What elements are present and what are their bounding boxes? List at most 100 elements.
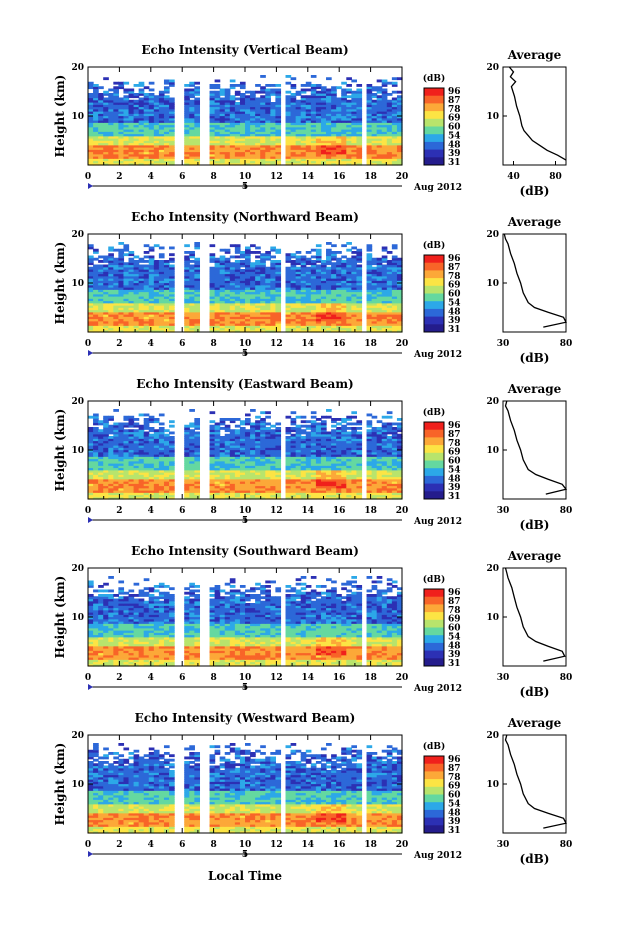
x-tick-label: 8	[210, 339, 216, 349]
date-tick-label: 5	[242, 683, 248, 693]
colorbar-tick-label: 39	[448, 650, 461, 660]
heatmap-field	[88, 409, 403, 500]
colorbar-swatch	[424, 771, 444, 780]
x-tick-label: 20	[396, 339, 409, 349]
average-x-label: (dB)	[520, 351, 550, 365]
colorbar-frame	[423, 421, 445, 500]
y-tick-label: 20	[71, 63, 84, 73]
average-frame	[502, 233, 567, 333]
average-y-tick-label: 20	[486, 731, 499, 741]
colorbar-swatch	[424, 817, 444, 826]
x-tick-label: 20	[396, 840, 409, 850]
colorbar-tick-label: 60	[448, 123, 461, 133]
average-y-tick-label: 10	[486, 780, 499, 790]
average-y-tick-label: 10	[486, 613, 499, 623]
colorbar-swatch	[424, 270, 444, 279]
colorbar-swatch	[424, 619, 444, 628]
colorbar-tick-label: 31	[448, 659, 461, 669]
x-tick-label: 2	[116, 673, 122, 683]
date-axis-marker	[88, 183, 93, 189]
colorbar-tick-label: 54	[448, 298, 461, 308]
colorbar-swatch	[424, 786, 444, 795]
x-tick-label: 14	[302, 506, 315, 516]
average-x-tick-label: 80	[560, 673, 573, 683]
colorbar-swatch	[424, 88, 444, 97]
colorbar-tick-label: 39	[448, 316, 461, 326]
average-y-tick-label: 10	[486, 279, 499, 289]
y-axis-label: Height (km)	[53, 576, 67, 659]
heatmap-panel: Echo Intensity (Eastward Beam) 0 2 4 6 8 10 12 1…	[53, 377, 572, 532]
date-label: Aug 2012	[413, 183, 462, 193]
colorbar-tick-label: 54	[448, 465, 461, 475]
y-tick-label: 10	[71, 613, 84, 623]
x-tick-label: 18	[364, 172, 377, 182]
x-tick-label: 20	[396, 172, 409, 182]
x-tick-label: 2	[116, 506, 122, 516]
average-y-tick-label: 20	[486, 564, 499, 574]
panel-title: Echo Intensity (Southward Beam)	[131, 544, 359, 558]
heatmap-panel: Echo Intensity (Vertical Beam) 0 2 4 6 8 10 12 1…	[53, 43, 567, 198]
heatmap-field	[88, 242, 403, 333]
date-tick-label: 5	[242, 516, 248, 526]
x-tick-label: 18	[364, 339, 377, 349]
colorbar-tick-label: 60	[448, 290, 461, 300]
average-frame	[502, 734, 567, 834]
y-tick-label: 20	[71, 564, 84, 574]
colorbar-tick-label: 69	[448, 448, 461, 458]
colorbar-swatch	[424, 468, 444, 477]
average-frame	[502, 400, 567, 500]
colorbar-swatch	[424, 141, 444, 151]
x-tick-label: 4	[148, 673, 154, 683]
x-tick-label: 12	[270, 172, 283, 182]
colorbar-tick-label: 69	[448, 615, 461, 625]
colorbar-tick-label: 31	[448, 325, 461, 335]
colorbar-tick-label: 78	[448, 606, 461, 616]
heatmap-panel: Echo Intensity (Northward Beam) 0 2 4 6 8 10 12…	[53, 210, 572, 365]
colorbar-tick-label: 96	[448, 254, 461, 264]
colorbar-tick-label: 87	[448, 764, 461, 774]
average-x-label: (dB)	[520, 518, 550, 532]
x-tick-label: 14	[302, 840, 315, 850]
colorbar-tick-label: 69	[448, 114, 461, 124]
colorbar-tick-label: 96	[448, 421, 461, 431]
colorbar-swatch	[424, 262, 444, 271]
colorbar-swatch	[424, 316, 444, 325]
colorbar-tick-label: 31	[448, 158, 461, 168]
x-tick-label: 16	[333, 840, 346, 850]
colorbar-tick-label: 96	[448, 755, 461, 765]
colorbar-swatch	[424, 445, 444, 454]
date-tick-label: 5	[242, 850, 248, 860]
date-tick-label: 5	[242, 182, 248, 192]
date-label: Aug 2012	[413, 851, 462, 861]
colorbar-swatch	[424, 103, 444, 112]
y-axis-label: Height (km)	[53, 409, 67, 492]
panel-title: Echo Intensity (Northward Beam)	[131, 210, 359, 224]
colorbar-tick-label: 48	[448, 641, 461, 651]
y-tick-label: 20	[71, 230, 84, 240]
average-x-tick-label: 80	[549, 172, 562, 182]
x-tick-label: 0	[85, 840, 91, 850]
heatmap-panel: Echo Intensity (Southward Beam) 0 2 4 6 8 10 12…	[53, 544, 572, 699]
average-y-tick-label: 20	[486, 63, 499, 73]
x-axis-label: Local Time	[208, 869, 282, 883]
colorbar-swatch	[424, 134, 444, 143]
colorbar-tick-label: 48	[448, 474, 461, 484]
colorbar-tick-label: 87	[448, 597, 461, 607]
x-tick-label: 8	[210, 506, 216, 516]
x-tick-label: 18	[364, 673, 377, 683]
average-y-tick-label: 20	[486, 230, 499, 240]
colorbar-tick-label: 78	[448, 773, 461, 783]
colorbar-tick-label: 39	[448, 483, 461, 493]
colorbar-swatch	[424, 627, 444, 636]
heatmap-field	[88, 743, 403, 834]
date-axis-marker	[88, 517, 93, 523]
average-profile-line	[504, 400, 568, 495]
colorbar-tick-label: 96	[448, 588, 461, 598]
colorbar-swatch	[424, 422, 444, 431]
average-frame	[502, 66, 567, 166]
average-title: Average	[507, 549, 562, 563]
average-x-label: (dB)	[520, 685, 550, 699]
x-tick-label: 18	[364, 506, 377, 516]
colorbar-swatch	[424, 452, 444, 461]
colorbar-swatch	[424, 293, 444, 302]
